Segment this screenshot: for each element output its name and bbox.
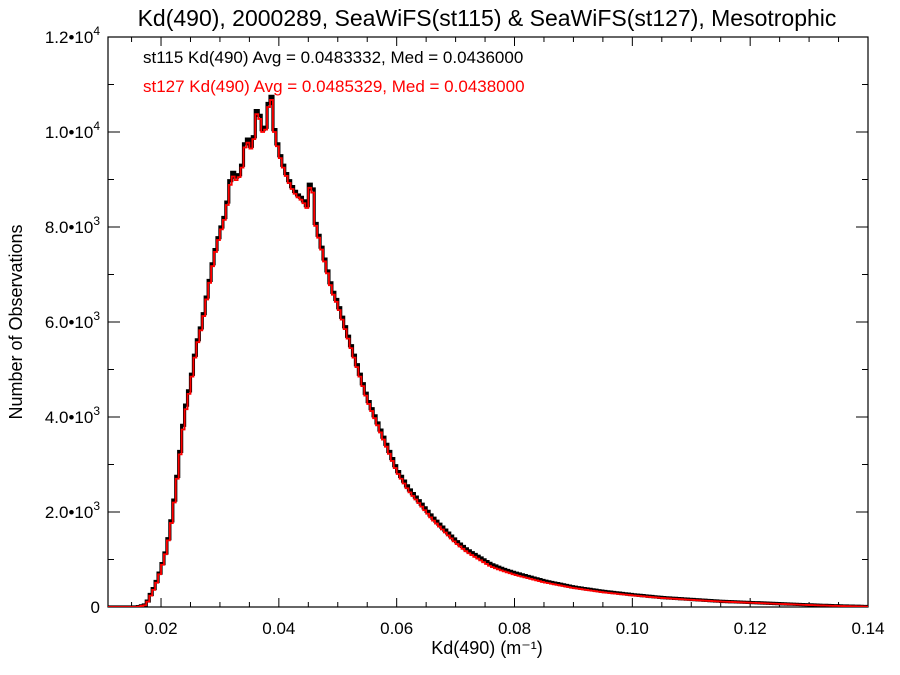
x-tick-label: 0.08 (498, 619, 531, 638)
x-tick-label: 0.14 (851, 619, 884, 638)
x-tick-label: 0.06 (380, 619, 413, 638)
series-st127-line (108, 99, 868, 607)
x-tick-label: 0.12 (734, 619, 767, 638)
y-tick-label: 2.0•103 (45, 499, 101, 522)
y-tick-label: 6.0•103 (45, 309, 101, 332)
chart-title: Kd(490), 2000289, SeaWiFS(st115) & SeaWi… (138, 5, 837, 31)
series-st115-line (108, 94, 868, 607)
legend-entry-st127: st127 Kd(490) Avg = 0.0485329, Med = 0.0… (143, 77, 525, 96)
y-axis-ticks: 0 2.0•103 4.0•103 6.0•103 8.0•103 1.0•104 1.2•… (45, 24, 868, 617)
x-axis-ticks: 0.02 0.04 0.06 0.08 0.10 0.12 0.14 (131, 37, 885, 638)
legend-entry-st115: st115 Kd(490) Avg = 0.0483332, Med = 0.0… (143, 48, 523, 67)
series-layer (108, 94, 868, 607)
x-axis-label: Kd(490) (m⁻¹) (431, 638, 543, 658)
y-tick-label: 1.2•104 (45, 24, 101, 47)
plot-frame (107, 36, 869, 608)
x-tick-label: 0.04 (262, 619, 295, 638)
y-tick-label: 4.0•103 (45, 404, 101, 427)
x-tick-label: 0.02 (144, 619, 177, 638)
x-tick-label: 0.10 (616, 619, 649, 638)
y-tick-label: 8.0•103 (45, 214, 101, 237)
y-axis-label: Number of Observations (6, 224, 26, 419)
y-tick-label: 1.0•104 (45, 119, 101, 142)
y-tick-label: 0 (91, 598, 100, 617)
